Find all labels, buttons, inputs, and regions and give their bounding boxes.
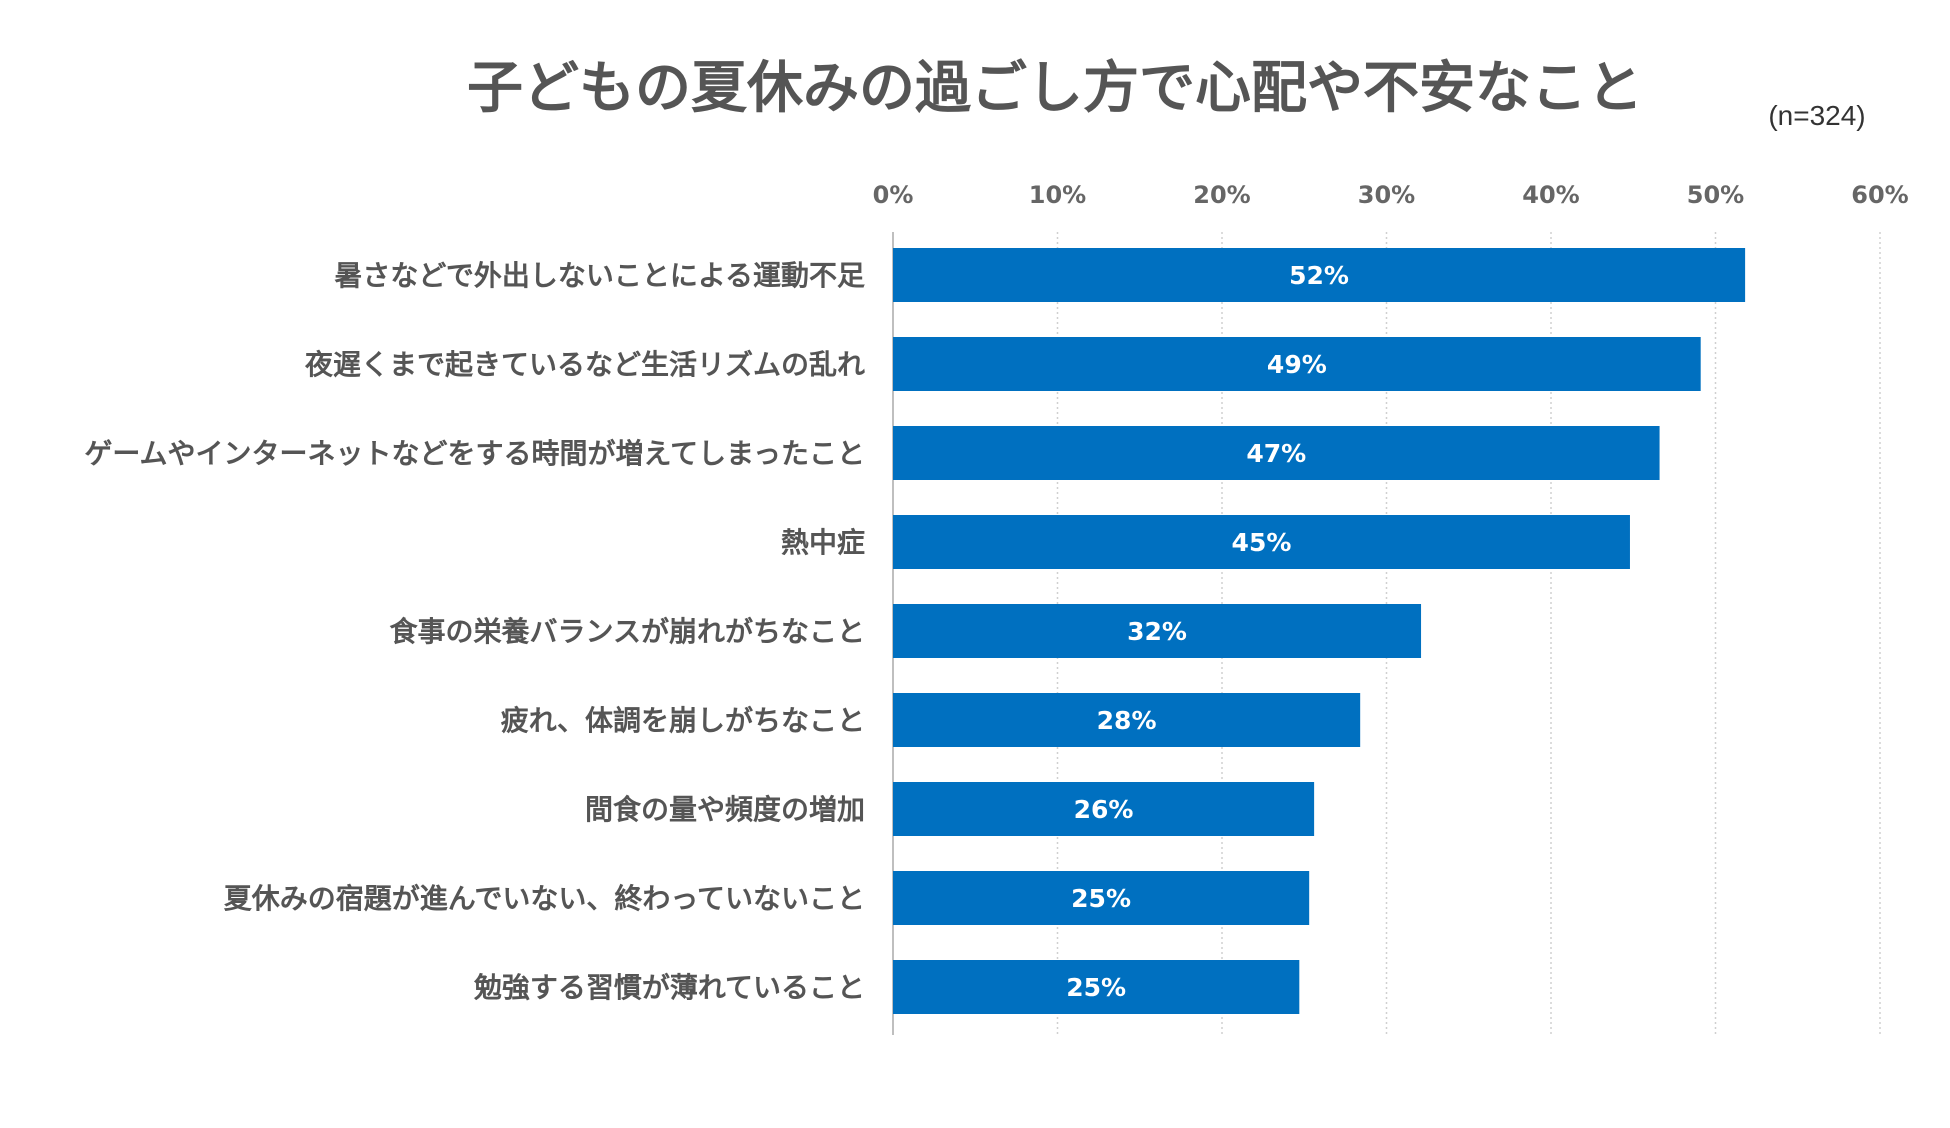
bar [893,782,1315,836]
x-tick-label: 10% [1029,181,1086,209]
value-label: 25% [1071,884,1131,913]
chart-title: 子どもの夏休みの過ごし方で心配や不安なこと [467,56,1643,121]
x-tick-label: 50% [1687,181,1744,209]
category-label: 夜遅くまで起きているなど生活リズムの乱れ [304,348,865,381]
bar [893,604,1422,658]
bar [893,871,1310,925]
value-label: 26% [1074,795,1134,824]
category-label: 暑さなどで外出しないことによる運動不足 [334,259,865,292]
bar [893,426,1660,480]
bars [893,248,1746,1014]
value-label: 32% [1127,617,1187,646]
x-tick-label: 60% [1851,181,1908,209]
category-label: 勉強する習慣が薄れていること [473,971,865,1004]
category-label: 熱中症 [781,526,865,559]
category-labels: 暑さなどで外出しないことによる運動不足夜遅くまで起きているなど生活リズムの乱れゲ… [84,259,865,1004]
bar [893,960,1300,1014]
category-label: 疲れ、体調を崩しがちなこと [501,704,865,737]
category-label: ゲームやインターネットなどをする時間が増えてしまったこと [84,437,865,470]
bar [893,515,1630,569]
sample-size-label: (n=324) [1768,100,1865,131]
bar [893,248,1746,302]
x-tick-label: 0% [873,181,914,209]
x-tick-label: 40% [1522,181,1579,209]
x-tick-label: 30% [1358,181,1415,209]
bar [893,693,1361,747]
value-label: 45% [1232,528,1292,557]
bar [893,337,1701,391]
x-tick-label: 20% [1193,181,1250,209]
value-label: 28% [1097,706,1157,735]
value-label: 52% [1289,261,1349,290]
category-label: 間食の量や頻度の増加 [585,793,865,826]
value-labels: 52% 49% 47% 45% 32% 28% 26% 25% 25% [1066,261,1349,1002]
x-axis-ticks: 0% 10% 20% 30% 40% 50% 60% [873,181,1909,209]
value-label: 47% [1246,439,1306,468]
category-label: 夏休みの宿題が進んでいない、終わっていないこと [224,882,865,915]
value-label: 25% [1066,973,1126,1002]
category-label: 食事の栄養バランスが崩れがちなこと [390,615,865,648]
value-label: 49% [1267,350,1327,379]
